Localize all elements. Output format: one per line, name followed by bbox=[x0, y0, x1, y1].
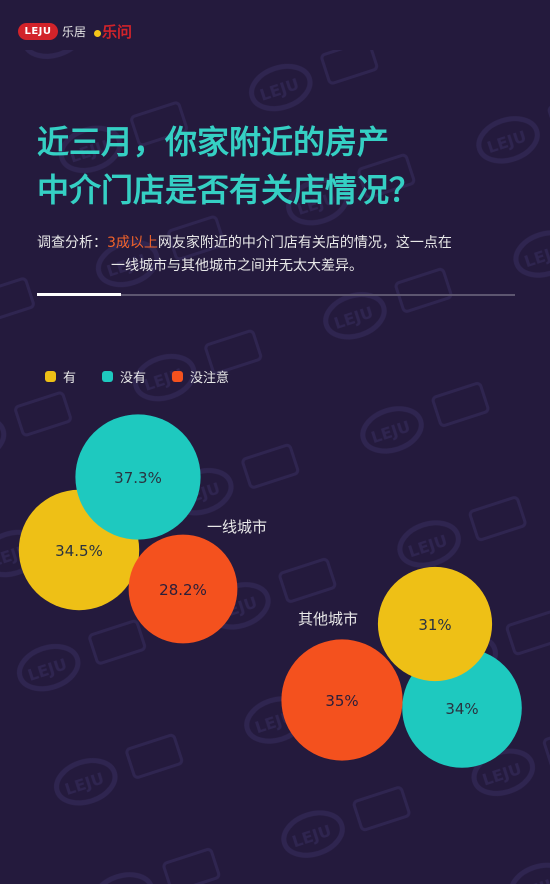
analysis-highlight: 3成以上 bbox=[107, 235, 158, 251]
bubble-value-yes-1: 34.5% bbox=[55, 542, 103, 560]
analysis-line-2: 一线城市与其他城市之间并无太大差异。 bbox=[111, 258, 363, 274]
lewen-logo-text: 乐问 bbox=[102, 22, 133, 41]
legend-swatch-yes bbox=[45, 371, 56, 382]
legend-label-no: 没有 bbox=[120, 371, 147, 386]
group-label-2: 其他城市 bbox=[298, 610, 358, 628]
bubble-group-1: 34.5% 37.3% 28.2% 一线城市 bbox=[18, 414, 267, 644]
brand-header: LEJU 乐居 乐问 bbox=[18, 20, 132, 42]
title-line-1: 近三月，你家附近的房产 bbox=[37, 123, 390, 161]
page-title: 近三月，你家附近的房产 中介门店是否有关店情况？ bbox=[37, 118, 527, 214]
divider bbox=[37, 293, 515, 296]
bubble-group-2: 34% 31% 35% 其他城市 bbox=[281, 566, 522, 768]
lewen-dot-icon bbox=[94, 29, 102, 37]
legend-swatch-no bbox=[102, 371, 114, 382]
title-line-2: 中介门店是否有关店情况？ bbox=[37, 171, 422, 209]
lewen-logo: 乐问 bbox=[94, 21, 133, 42]
analysis-prefix: 调查分析： bbox=[37, 235, 107, 251]
leju-cn-label: 乐居 bbox=[62, 24, 87, 39]
bubble-value-no-1: 37.3% bbox=[114, 469, 162, 487]
legend-item-unnoticed: 没注意 bbox=[172, 367, 229, 386]
bubble-unnoticed-1 bbox=[128, 534, 238, 644]
group-label-1: 一线城市 bbox=[207, 518, 267, 536]
bubble-unnoticed-2 bbox=[281, 639, 403, 761]
legend-label-yes: 有 bbox=[63, 371, 77, 386]
analysis-text: 调查分析：3成以上网友家附近的中介门店有关店的情况，这一点在 一线城市与其他城市… bbox=[37, 232, 527, 278]
bubble-value-yes-2: 31% bbox=[418, 616, 451, 634]
bubble-yes-2 bbox=[377, 566, 493, 682]
divider-accent bbox=[37, 293, 121, 296]
bubble-value-unnoticed-1: 28.2% bbox=[159, 581, 207, 599]
chart-legend: 有 没有 没注意 bbox=[45, 367, 255, 386]
analysis-line-1: 调查分析：3成以上网友家附近的中介门店有关店的情况，这一点在 bbox=[37, 232, 527, 255]
legend-item-no: 没有 bbox=[102, 367, 146, 386]
bubble-no-1 bbox=[75, 414, 201, 540]
legend-item-yes: 有 bbox=[45, 367, 76, 386]
analysis-rest: 网友家附近的中介门店有关店的情况，这一点在 bbox=[157, 235, 452, 251]
legend-label-unnoticed: 没注意 bbox=[190, 371, 230, 386]
bubble-value-unnoticed-2: 35% bbox=[325, 692, 358, 710]
legend-swatch-unnoticed bbox=[172, 371, 184, 382]
leju-logo: LEJU bbox=[18, 22, 58, 40]
bubble-value-no-2: 34% bbox=[445, 700, 478, 718]
